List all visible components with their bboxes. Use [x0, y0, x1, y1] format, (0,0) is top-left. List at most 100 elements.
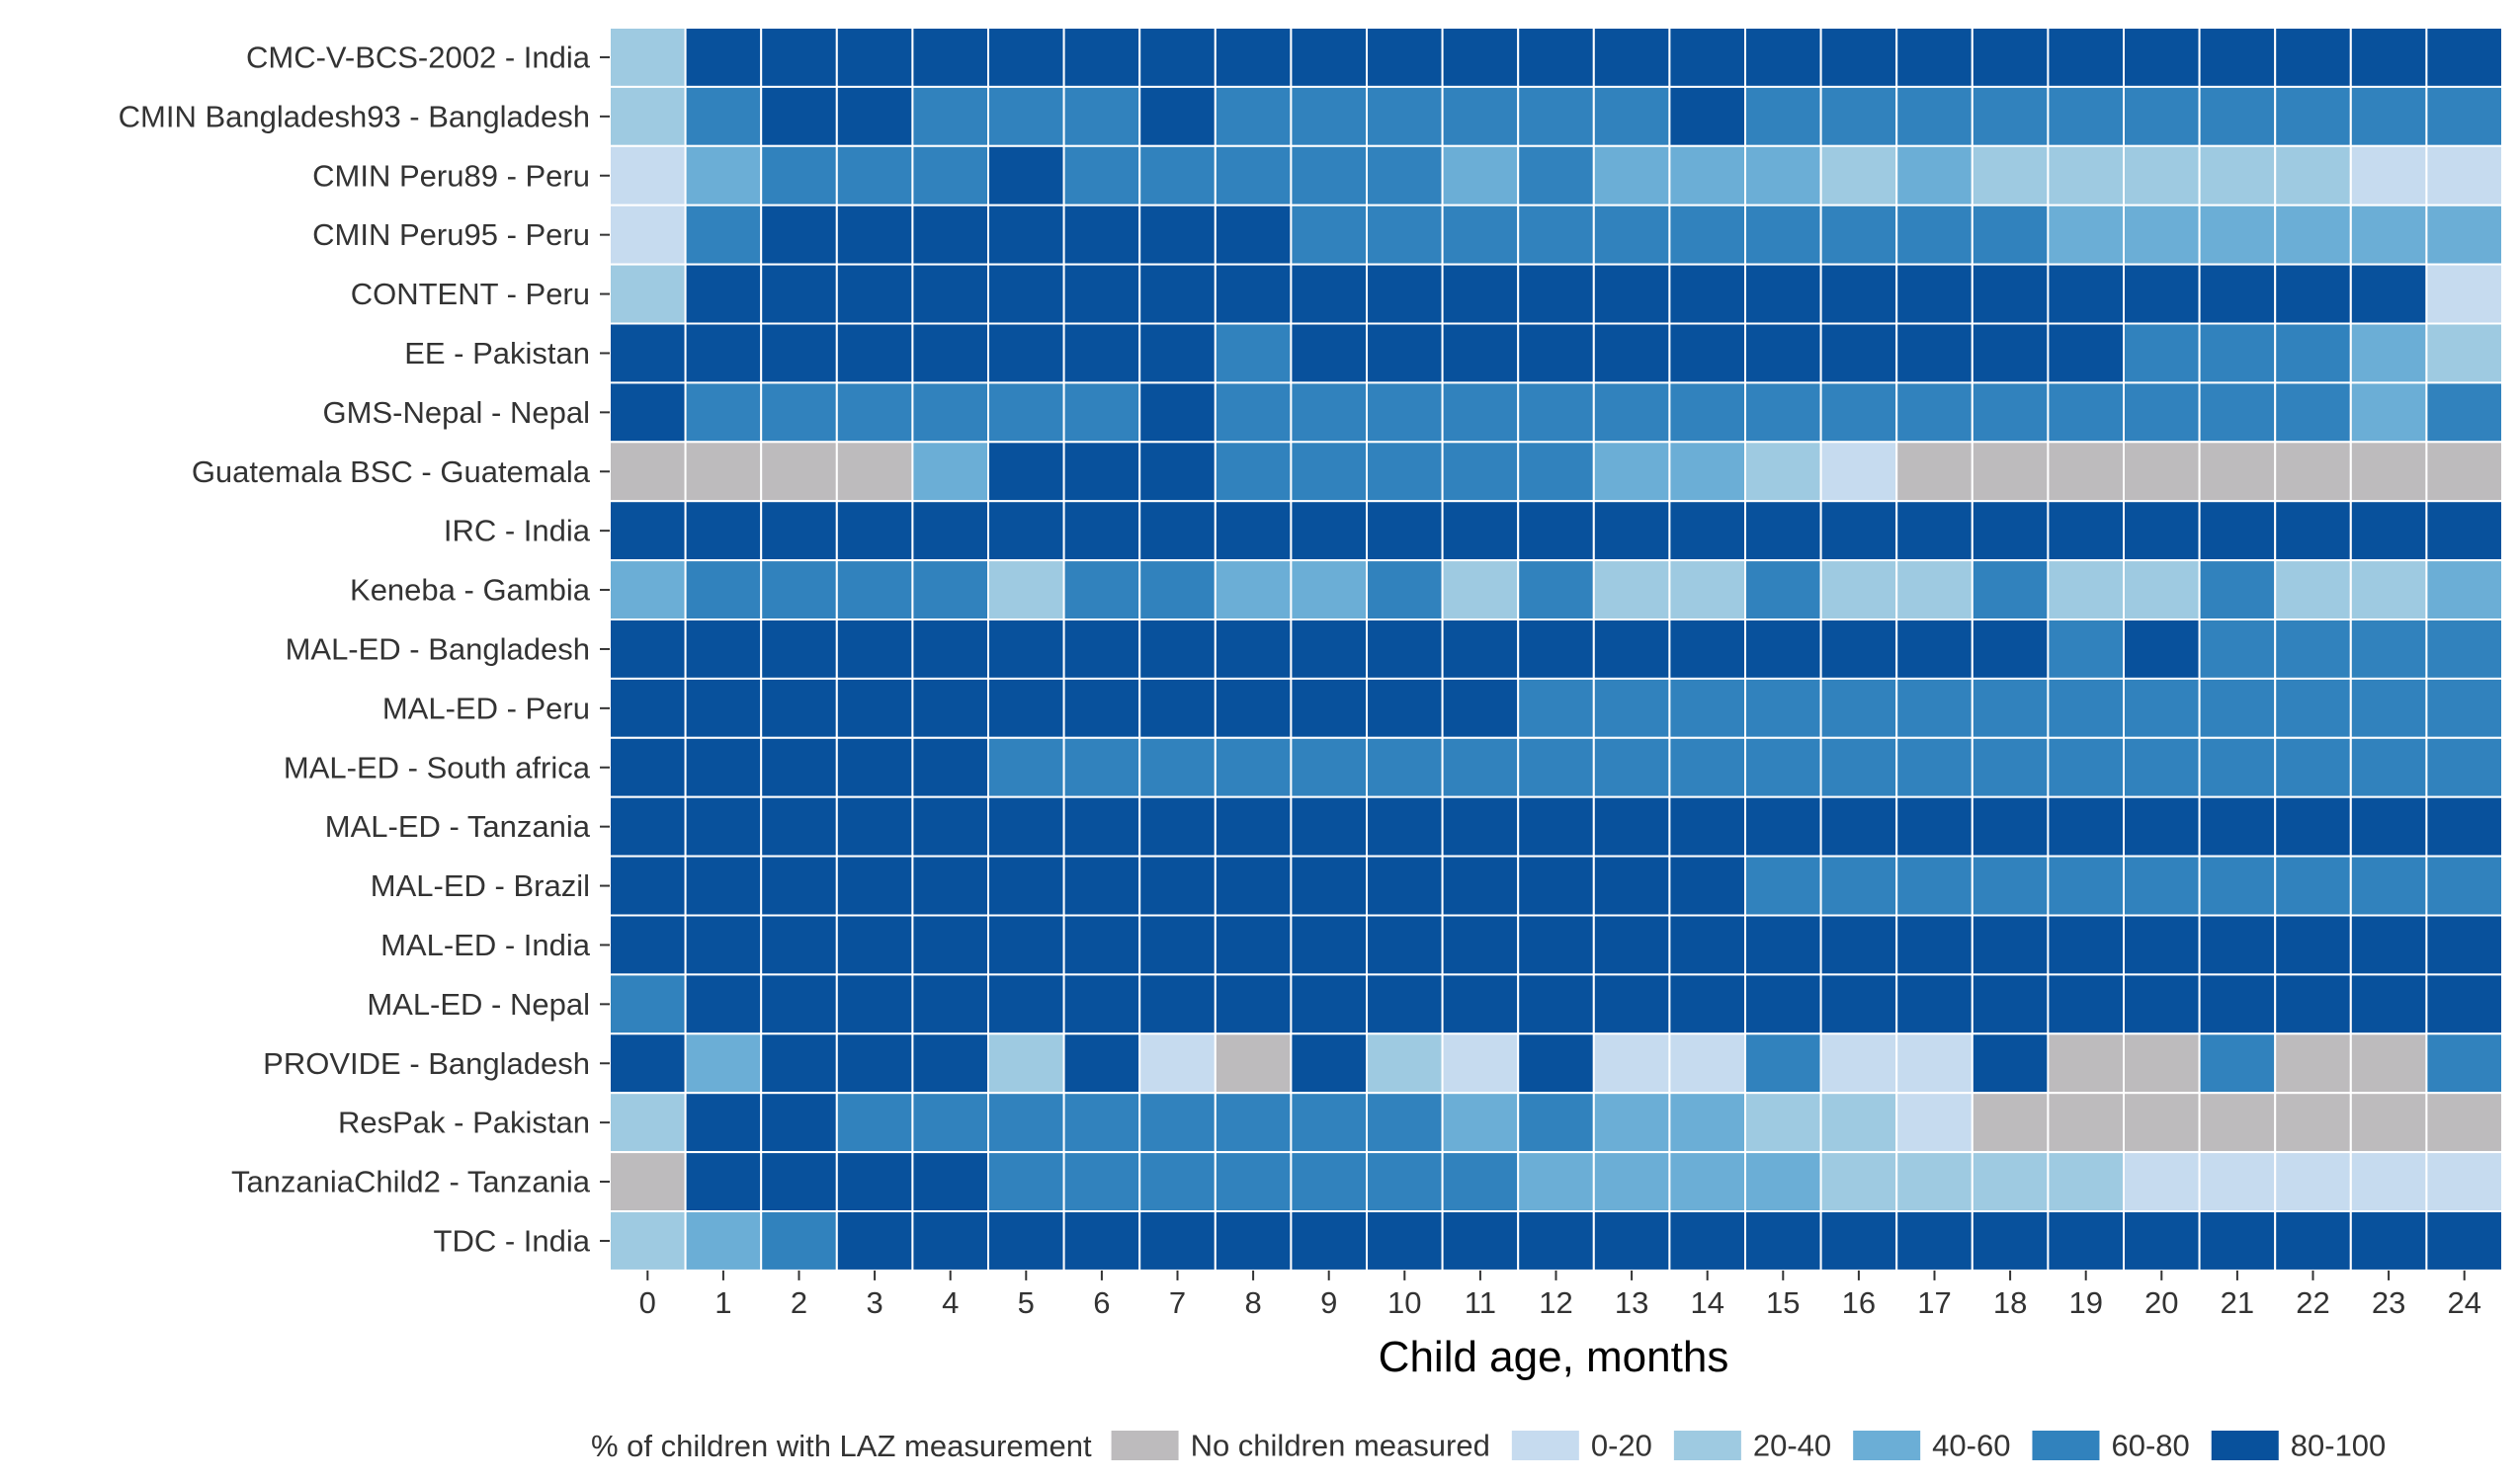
- heatmap-cell: [2425, 144, 2503, 206]
- heatmap-cell: [1441, 500, 1520, 562]
- heatmap-cell: [911, 618, 990, 680]
- heatmap-cell: [1290, 1151, 1369, 1212]
- heatmap-cell: [1290, 1032, 1369, 1095]
- heatmap-cell: [1592, 973, 1671, 1035]
- heatmap-cell: [2274, 618, 2352, 680]
- heatmap-cell: [2274, 1092, 2352, 1154]
- heatmap-cell: [1366, 144, 1444, 206]
- heatmap-cell: [1441, 322, 1520, 384]
- heatmap-cell: [2198, 914, 2277, 976]
- y-tick-label: TanzaniaChild2 - Tanzania: [231, 1165, 591, 1199]
- heatmap-cell: [1441, 204, 1520, 266]
- heatmap-cell: [987, 1092, 1065, 1154]
- x-tick-label: 2: [791, 1285, 807, 1320]
- heatmap-cell: [1971, 85, 2050, 147]
- x-tick-label: 12: [1539, 1285, 1572, 1320]
- heatmap-cell: [987, 263, 1065, 325]
- heatmap-cell: [1971, 973, 2050, 1035]
- heatmap-cell: [2198, 1210, 2277, 1272]
- heatmap-cell: [1819, 144, 1898, 206]
- heatmap-cell: [1744, 441, 1822, 503]
- heatmap-cell: [2123, 85, 2201, 147]
- y-tick-label: CMC-V-BCS-2002 - India: [246, 40, 591, 74]
- heatmap-cell: [1441, 381, 1520, 444]
- heatmap-cell: [1744, 85, 1822, 147]
- heatmap-cell: [1592, 381, 1671, 444]
- heatmap-cell: [2274, 677, 2352, 739]
- heatmap-cell: [760, 914, 838, 976]
- heatmap-cell: [1744, 27, 1822, 88]
- heatmap-cell: [1366, 381, 1444, 444]
- heatmap-cell: [1517, 559, 1595, 620]
- heatmap-cell: [1971, 263, 2050, 325]
- heatmap-cell: [2198, 559, 2277, 620]
- heatmap-cell: [2123, 795, 2201, 858]
- heatmap-cell: [2274, 559, 2352, 620]
- heatmap-cell: [2425, 855, 2503, 917]
- heatmap-cell: [1895, 1092, 1974, 1154]
- heatmap-cell: [2425, 1032, 2503, 1095]
- heatmap-cell: [2425, 914, 2503, 976]
- heatmap-cell: [1062, 1092, 1141, 1154]
- heatmap-cell: [987, 677, 1065, 739]
- heatmap-cell: [1819, 1092, 1898, 1154]
- heatmap-cell: [1744, 973, 1822, 1035]
- heatmap-cell: [1819, 677, 1898, 739]
- heatmap-cell: [760, 795, 838, 858]
- heatmap-cell: [1366, 322, 1444, 384]
- heatmap-cell: [1062, 27, 1141, 88]
- heatmap-cell: [2047, 1032, 2125, 1095]
- heatmap-cell: [2198, 381, 2277, 444]
- heatmap-cell: [987, 381, 1065, 444]
- heatmap-cell: [1062, 1210, 1141, 1272]
- heatmap-cell: [1366, 618, 1444, 680]
- heatmap-cell: [760, 618, 838, 680]
- heatmap-cell: [1138, 1151, 1217, 1212]
- heatmap-cell: [2274, 1151, 2352, 1212]
- heatmap-cell: [2349, 263, 2428, 325]
- heatmap-cell: [1971, 1032, 2050, 1095]
- heatmap-cell: [2198, 1092, 2277, 1154]
- heatmap-cell: [2349, 204, 2428, 266]
- heatmap-cell: [1744, 500, 1822, 562]
- heatmap-cell: [835, 500, 914, 562]
- heatmap-cell: [987, 736, 1065, 798]
- heatmap-cell: [2274, 914, 2352, 976]
- heatmap-cell: [1441, 1032, 1520, 1095]
- legend-key: [1673, 1431, 1741, 1460]
- heatmap-cell: [1062, 85, 1141, 147]
- heatmap-cell: [2123, 559, 2201, 620]
- heatmap-cell: [1819, 322, 1898, 384]
- heatmap-cell: [684, 1032, 763, 1095]
- heatmap-cell: [609, 1210, 687, 1272]
- x-tick-label: 21: [2221, 1285, 2254, 1320]
- heatmap-cell: [1214, 1092, 1293, 1154]
- heatmap-cell: [1819, 559, 1898, 620]
- heatmap-cell: [987, 1032, 1065, 1095]
- heatmap-cell: [760, 736, 838, 798]
- heatmap-cell: [1214, 27, 1293, 88]
- heatmap-cell: [1517, 27, 1595, 88]
- heatmap-cell: [2274, 204, 2352, 266]
- heatmap-cell: [1744, 855, 1822, 917]
- x-tick-label: 14: [1690, 1285, 1723, 1320]
- heatmap-cell: [1971, 27, 2050, 88]
- heatmap-cell: [1971, 914, 2050, 976]
- heatmap-cell: [1744, 618, 1822, 680]
- heatmap-cell: [1744, 914, 1822, 976]
- heatmap-cell: [1290, 914, 1369, 976]
- heatmap-cell: [1138, 1210, 1217, 1272]
- heatmap-cell: [1668, 1210, 1747, 1272]
- heatmap-cell: [835, 27, 914, 88]
- heatmap-cell: [1744, 322, 1822, 384]
- heatmap-cell: [2425, 1210, 2503, 1272]
- heatmap-cell: [1592, 500, 1671, 562]
- legend-key: [2211, 1431, 2279, 1460]
- y-tick-label: CONTENT - Peru: [351, 277, 590, 311]
- x-tick-label: 6: [1093, 1285, 1110, 1320]
- heatmap-cell: [987, 559, 1065, 620]
- heatmap-cell: [987, 441, 1065, 503]
- heatmap-cell: [2047, 322, 2125, 384]
- heatmap-cell: [1744, 204, 1822, 266]
- heatmap-cell: [1592, 441, 1671, 503]
